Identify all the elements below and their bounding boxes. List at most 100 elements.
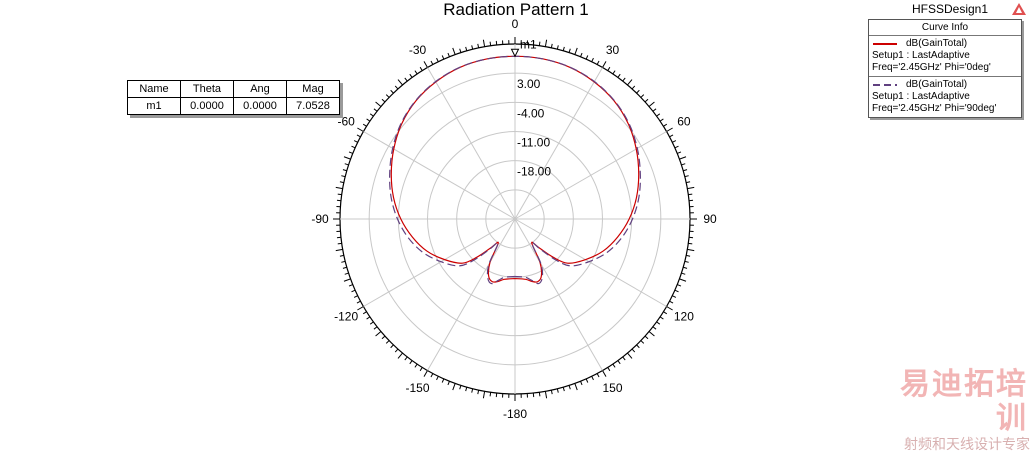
angle-tick bbox=[442, 379, 444, 383]
angle-tick bbox=[683, 267, 687, 268]
angle-tick bbox=[686, 182, 690, 183]
angle-tick bbox=[675, 146, 679, 148]
angle-tick bbox=[376, 102, 381, 106]
angle-tick bbox=[545, 40, 546, 47]
ring-label: 3.00 bbox=[517, 77, 541, 91]
angle-label: 150 bbox=[602, 381, 622, 395]
angle-tick bbox=[657, 322, 660, 324]
angle-tick bbox=[641, 95, 644, 98]
marker-col-theta: Theta bbox=[181, 81, 234, 98]
ring-label: -18.00 bbox=[517, 165, 551, 179]
angle-tick bbox=[490, 392, 491, 396]
angle-tick bbox=[363, 312, 366, 314]
angle-tick bbox=[386, 95, 389, 98]
angle-tick bbox=[357, 301, 361, 303]
angle-tick bbox=[370, 114, 373, 116]
angle-tick bbox=[563, 387, 564, 391]
angle-tick bbox=[672, 141, 676, 143]
angle-label: 120 bbox=[674, 310, 694, 324]
angle-tick bbox=[603, 61, 607, 67]
angle-tick bbox=[663, 312, 666, 314]
angle-tick bbox=[653, 327, 656, 329]
angle-tick bbox=[685, 261, 689, 262]
angle-tick bbox=[657, 114, 660, 116]
marker-m1-icon[interactable] bbox=[512, 49, 519, 56]
angle-tick bbox=[667, 128, 673, 132]
angle-tick bbox=[672, 296, 676, 298]
angle-tick bbox=[382, 99, 385, 102]
ring-label: -11.00 bbox=[517, 136, 550, 150]
design-label: HFSSDesign1 bbox=[912, 2, 988, 16]
angle-tick bbox=[354, 141, 358, 143]
angle-tick bbox=[581, 53, 582, 57]
angle-tick bbox=[597, 61, 599, 65]
angle-label: 60 bbox=[677, 115, 691, 129]
angle-label: -120 bbox=[334, 310, 358, 324]
angle-tick bbox=[637, 90, 640, 93]
angle-tick bbox=[448, 381, 449, 385]
angle-tick bbox=[649, 331, 654, 335]
legend-entry-phi0[interactable]: dB(GainTotal) Setup1 : LastAdaptive Freq… bbox=[869, 36, 1021, 77]
angle-tick bbox=[663, 124, 666, 126]
angle-tick bbox=[357, 135, 361, 137]
angle-tick bbox=[597, 374, 599, 378]
angle-tick bbox=[685, 176, 689, 177]
marker-table-header: Name Theta Ang Mag bbox=[128, 81, 340, 98]
angle-tick bbox=[398, 80, 402, 85]
angle-tick bbox=[410, 361, 412, 364]
angle-tick bbox=[478, 390, 479, 394]
legend-entry-name: dB(GainTotal) bbox=[906, 79, 967, 91]
angle-tick bbox=[641, 341, 644, 344]
angle-tick bbox=[466, 387, 467, 391]
marker-mag-cell: 7.0528 bbox=[287, 98, 340, 115]
marker-name-cell: m1 bbox=[128, 98, 181, 115]
angle-tick bbox=[603, 371, 607, 377]
angle-tick bbox=[395, 86, 398, 89]
angle-tick bbox=[586, 55, 588, 59]
angle-tick bbox=[338, 194, 342, 195]
angle-tick bbox=[687, 249, 694, 250]
angle-tick bbox=[367, 317, 370, 319]
angle-tick bbox=[618, 74, 620, 77]
grid-spoke bbox=[363, 219, 515, 307]
marker-table: Name Theta Ang Mag m1 0.0000 0.0000 7.05… bbox=[127, 80, 340, 115]
marker-col-mag: Mag bbox=[287, 81, 340, 98]
angle-tick bbox=[563, 47, 564, 51]
angle-tick bbox=[575, 383, 577, 390]
angle-tick bbox=[460, 49, 461, 53]
angle-tick bbox=[551, 44, 552, 48]
angle-tick bbox=[395, 349, 398, 352]
angle-tick bbox=[391, 90, 394, 93]
angle-tick bbox=[688, 243, 692, 244]
marker-m1-label: m1 bbox=[520, 37, 537, 51]
angle-tick bbox=[679, 157, 686, 159]
ring-label: -4.00 bbox=[517, 106, 545, 120]
legend-entry-phi90[interactable]: dB(GainTotal) Setup1 : LastAdaptive Freq… bbox=[869, 77, 1021, 117]
angle-tick bbox=[478, 44, 479, 48]
angle-tick bbox=[344, 279, 351, 281]
angle-tick bbox=[431, 61, 433, 65]
angle-tick bbox=[460, 385, 461, 389]
angle-tick bbox=[557, 389, 558, 393]
angle-label: -60 bbox=[337, 115, 355, 129]
curve-info-legend[interactable]: Curve Info dB(GainTotal) Setup1 : LastAd… bbox=[868, 19, 1022, 118]
angle-tick bbox=[670, 135, 674, 137]
angle-tick bbox=[374, 109, 377, 111]
angle-tick bbox=[420, 367, 422, 370]
marker-table-row[interactable]: m1 0.0000 0.0000 7.0528 bbox=[128, 98, 340, 115]
angle-tick bbox=[343, 267, 347, 268]
angle-tick bbox=[557, 45, 558, 49]
angle-tick bbox=[453, 383, 455, 390]
angle-tick bbox=[472, 45, 473, 49]
ansys-logo-icon bbox=[1012, 3, 1026, 15]
angle-tick bbox=[345, 164, 349, 165]
angle-tick bbox=[677, 285, 681, 286]
angle-tick bbox=[653, 109, 656, 111]
angle-tick bbox=[391, 345, 394, 348]
angle-tick bbox=[345, 273, 349, 274]
angle-tick bbox=[539, 42, 540, 46]
angle-tick bbox=[349, 285, 353, 286]
angle-tick bbox=[670, 301, 674, 303]
legend-entry-name: dB(GainTotal) bbox=[906, 38, 967, 50]
angle-tick bbox=[683, 170, 687, 171]
